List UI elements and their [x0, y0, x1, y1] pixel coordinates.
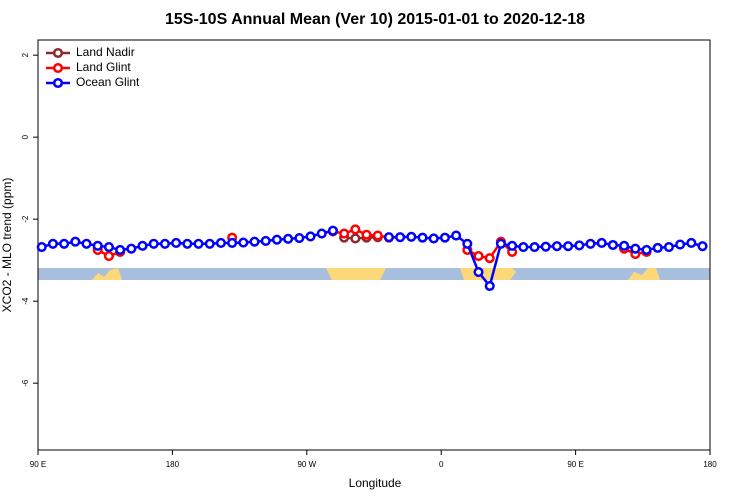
y-tick-label: -6 [21, 379, 30, 387]
y-tick-label: 0 [21, 134, 30, 139]
point [563, 241, 574, 252]
point [675, 239, 686, 250]
point [126, 243, 137, 254]
point [551, 241, 562, 252]
point [115, 244, 126, 255]
point [495, 238, 506, 249]
x-tick-label: 0 [439, 460, 444, 469]
point [249, 236, 260, 247]
point [271, 234, 282, 245]
map-strip [38, 268, 710, 280]
point [585, 238, 596, 249]
point [294, 232, 305, 244]
point [663, 242, 674, 253]
x-tick-label: 90 E [30, 460, 46, 469]
point [652, 242, 663, 253]
y-tick-label: -4 [21, 297, 30, 305]
point [361, 229, 372, 240]
point [204, 238, 215, 249]
point [619, 240, 630, 251]
legend-item: Ocean Glint [46, 75, 140, 89]
x-axis-label: Longitude [349, 476, 402, 490]
point [350, 224, 361, 235]
legend-marker [52, 47, 64, 59]
x-tick-label: 180 [166, 460, 180, 469]
point [350, 233, 361, 244]
point [439, 232, 450, 243]
point [159, 238, 170, 249]
point [305, 231, 316, 242]
point [137, 240, 148, 251]
x-tick-label: 180 [703, 460, 717, 469]
legend-marker [52, 77, 64, 89]
point [193, 238, 204, 249]
point [406, 231, 417, 242]
point [529, 242, 540, 253]
point [540, 241, 551, 252]
land [326, 268, 386, 280]
legend-label: Ocean Glint [76, 75, 140, 89]
point [484, 280, 495, 292]
point [182, 238, 193, 249]
point [81, 238, 92, 249]
point [607, 239, 618, 251]
y-tick-label: -2 [21, 215, 30, 223]
point [92, 240, 103, 251]
point [574, 240, 585, 251]
point [148, 238, 159, 249]
point [70, 236, 81, 247]
point [47, 238, 58, 249]
point [171, 237, 182, 248]
point [596, 237, 607, 248]
point [641, 244, 652, 255]
chart-title: 15S-10S Annual Mean (Ver 10) 2015-01-01 … [165, 11, 585, 28]
point [462, 238, 473, 249]
point [59, 238, 70, 249]
point [473, 251, 484, 262]
point [316, 228, 327, 239]
point [103, 251, 114, 262]
point [260, 235, 271, 246]
point [215, 237, 226, 248]
point [383, 232, 394, 243]
point [507, 240, 518, 251]
x-tick-label: 90 W [297, 460, 316, 469]
point [473, 267, 484, 278]
point [395, 232, 406, 243]
point [428, 233, 439, 244]
point [697, 241, 708, 252]
land [628, 268, 660, 280]
legend-item: Land Nadir [46, 45, 135, 59]
point [484, 253, 495, 264]
x-tick-label: 90 E [567, 460, 583, 469]
point [518, 242, 529, 253]
legend-marker [52, 62, 64, 74]
legend-label: Land Nadir [76, 45, 135, 59]
legend-item: Land Glint [46, 60, 131, 74]
point [103, 242, 114, 253]
point [327, 225, 338, 236]
land [92, 268, 122, 280]
point [686, 237, 697, 248]
y-tick-label: 2 [21, 52, 30, 57]
point [417, 232, 428, 243]
legend-label: Land Glint [76, 60, 131, 74]
land [460, 268, 516, 280]
point [372, 230, 383, 241]
y-axis-label: XCO2 - MLO trend (ppm) [0, 178, 14, 313]
point [630, 243, 641, 254]
point [227, 237, 238, 248]
point [451, 230, 462, 241]
point [339, 228, 350, 239]
point [36, 242, 47, 253]
point [283, 233, 294, 244]
point [238, 237, 249, 248]
